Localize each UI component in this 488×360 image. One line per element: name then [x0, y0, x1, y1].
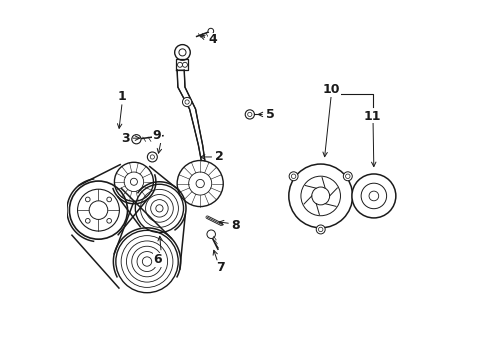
Text: 7: 7: [216, 261, 224, 274]
Circle shape: [132, 135, 141, 144]
Circle shape: [182, 62, 187, 67]
Circle shape: [147, 152, 157, 162]
Circle shape: [177, 62, 182, 67]
Circle shape: [244, 110, 254, 119]
Circle shape: [351, 174, 395, 218]
Circle shape: [174, 45, 190, 60]
Circle shape: [288, 164, 352, 228]
Circle shape: [311, 187, 329, 205]
Polygon shape: [177, 70, 204, 161]
Circle shape: [288, 172, 298, 181]
Circle shape: [106, 219, 111, 223]
Circle shape: [89, 201, 107, 220]
Text: 1: 1: [118, 90, 126, 103]
Circle shape: [182, 98, 191, 107]
Text: 5: 5: [265, 108, 274, 121]
Circle shape: [316, 225, 325, 234]
Circle shape: [343, 172, 351, 181]
Text: 8: 8: [231, 219, 240, 232]
Text: 9: 9: [152, 129, 161, 142]
Text: 2: 2: [214, 150, 223, 163]
Circle shape: [106, 197, 111, 202]
Circle shape: [85, 219, 90, 223]
Circle shape: [206, 230, 215, 238]
Text: 3: 3: [121, 132, 130, 145]
Text: 4: 4: [208, 33, 217, 46]
Text: 11: 11: [363, 110, 381, 123]
Circle shape: [207, 28, 213, 34]
Text: 6: 6: [153, 253, 162, 266]
Circle shape: [368, 191, 378, 201]
Circle shape: [85, 197, 90, 202]
Text: 10: 10: [322, 83, 339, 96]
